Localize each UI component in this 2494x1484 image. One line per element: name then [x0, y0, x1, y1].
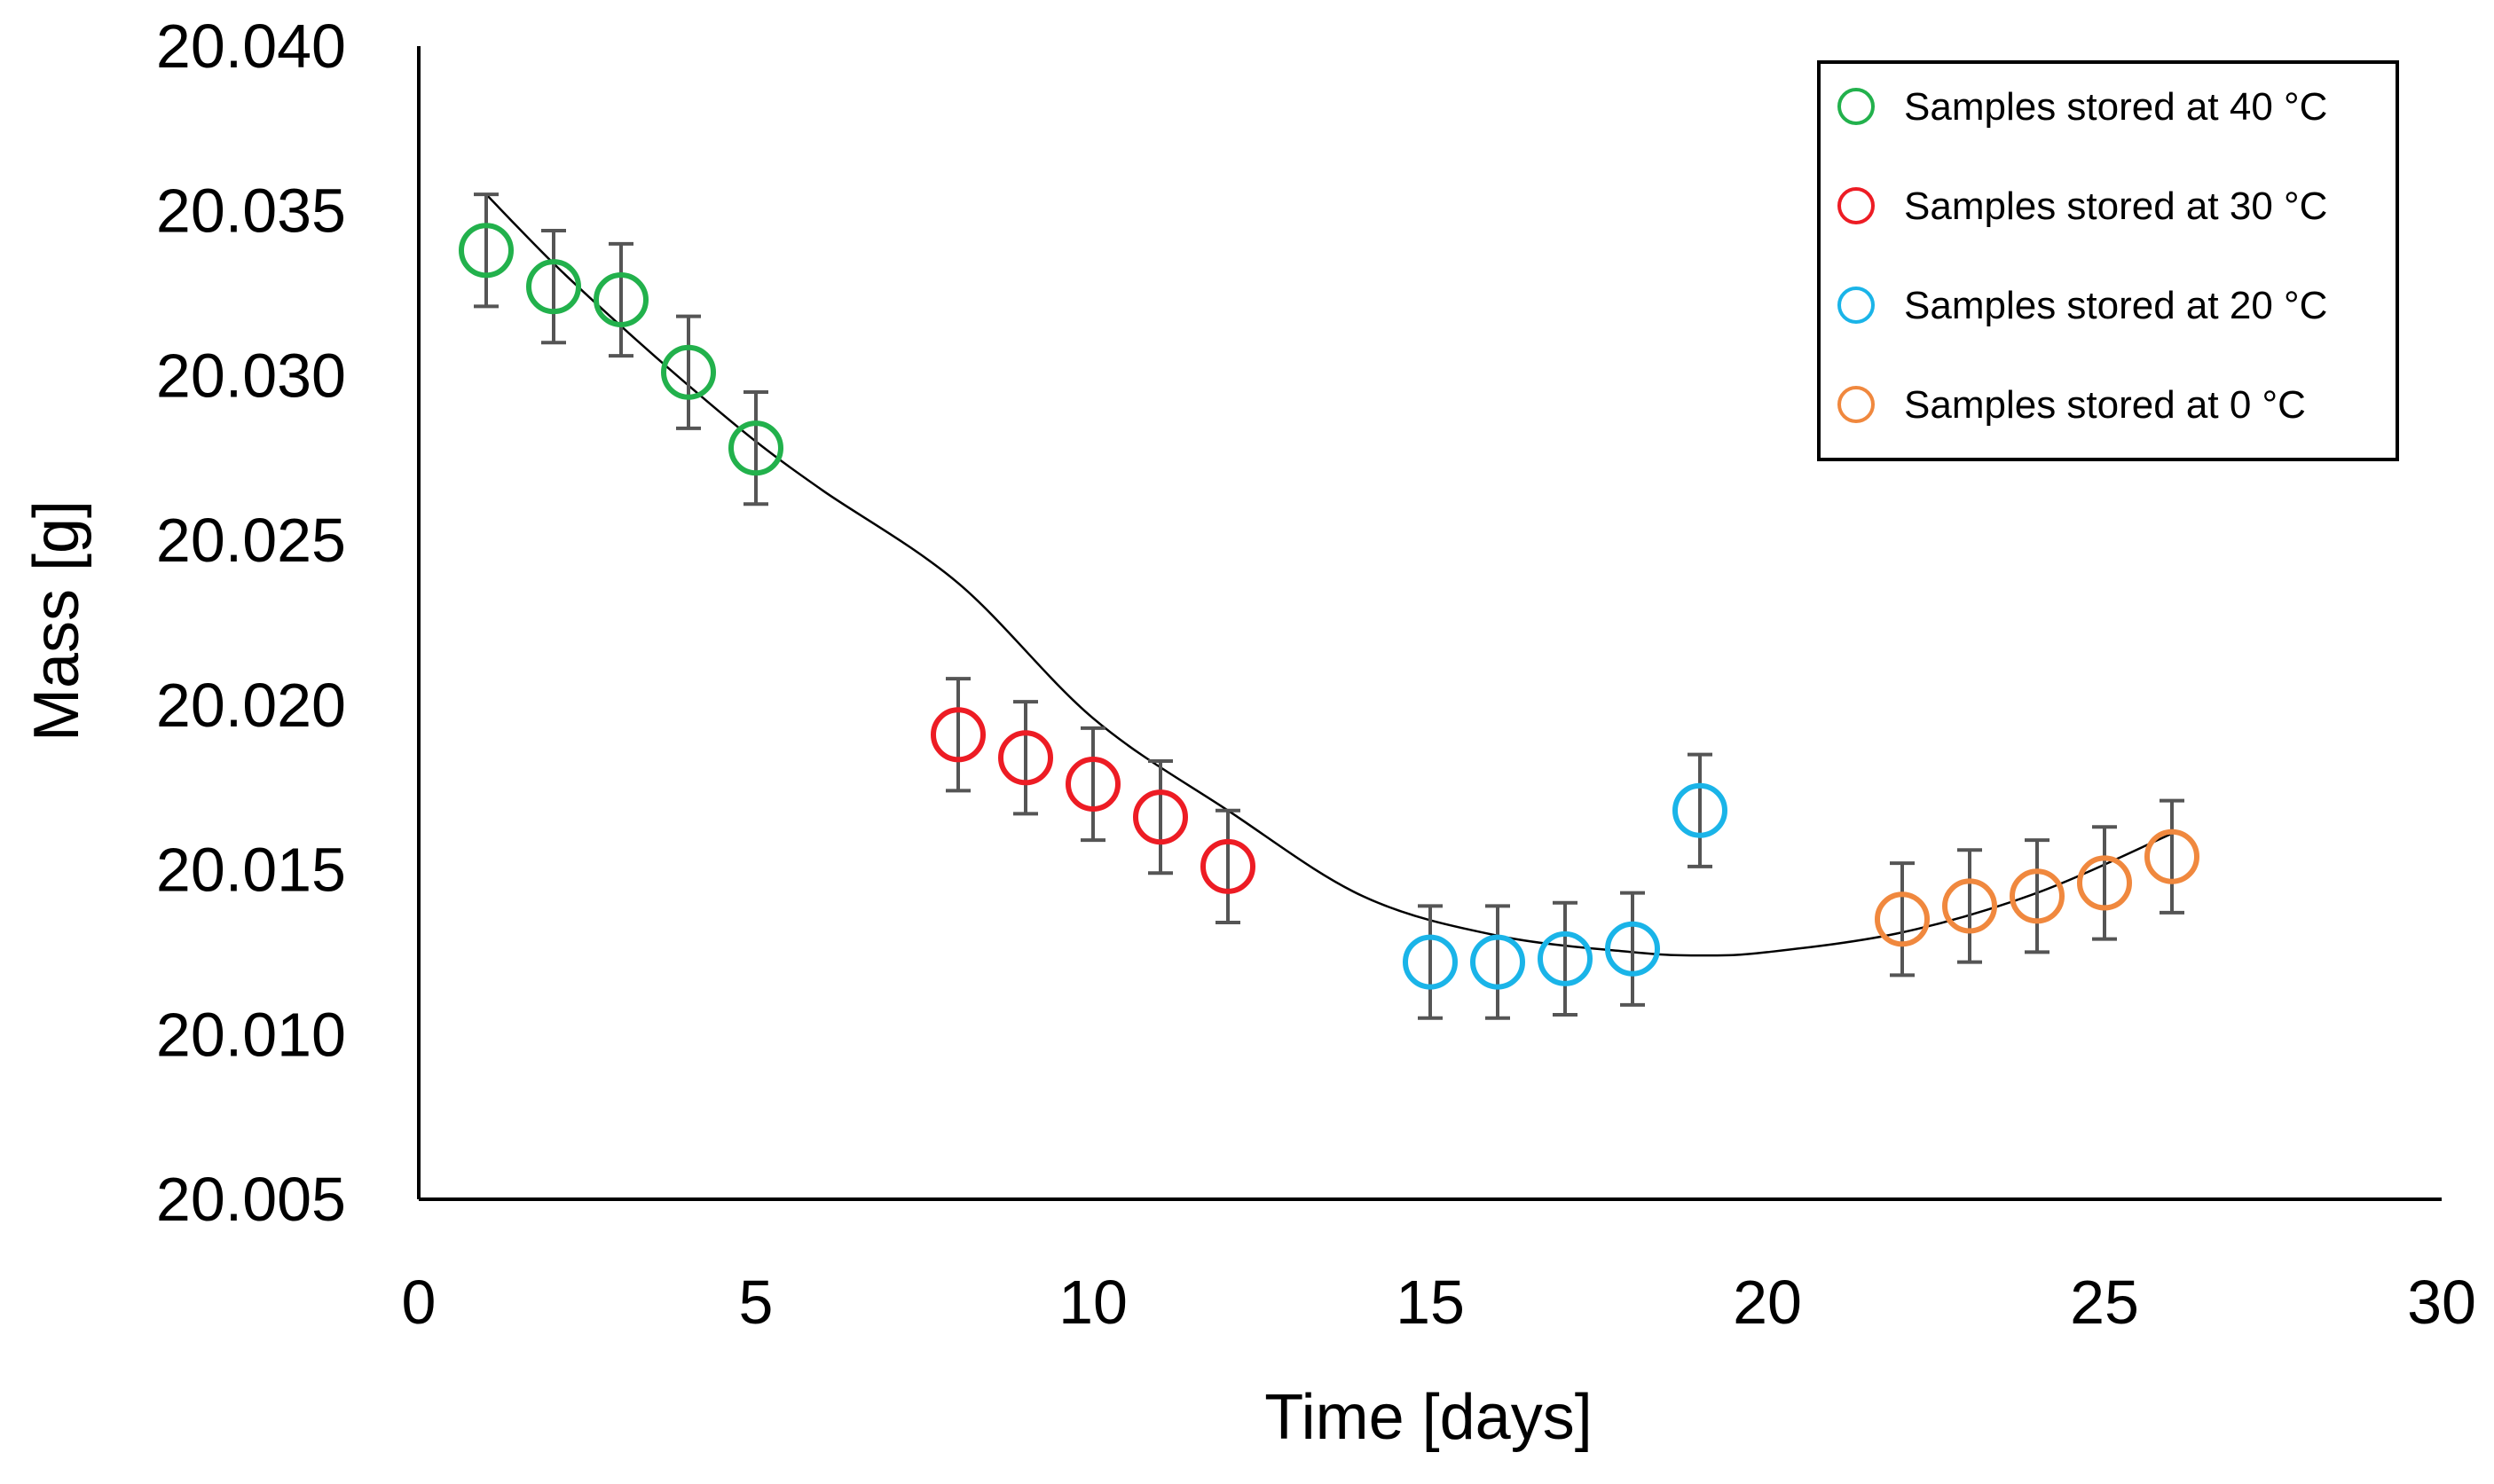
error-bar	[1216, 808, 1240, 924]
error-bar	[743, 390, 768, 506]
data-point	[1875, 891, 1930, 947]
data-point	[1200, 838, 1255, 894]
legend-marker	[1837, 287, 1875, 324]
error-bar	[1485, 904, 1510, 1020]
y-tick-label: 20.015	[156, 836, 346, 905]
data-point	[2077, 855, 2132, 911]
legend: Samples stored at 40 °C Samples stored at…	[1817, 60, 2399, 461]
y-tick-label: 20.035	[156, 177, 346, 246]
data-point	[1403, 934, 1458, 990]
data-point	[1538, 930, 1593, 986]
error-bar	[2025, 838, 2049, 954]
data-point	[1672, 782, 1727, 838]
error-bar	[2160, 798, 2184, 915]
y-tick-label: 20.040	[156, 12, 346, 81]
legend-entry: Samples stored at 20 °C	[1837, 284, 2327, 327]
data-point	[2144, 828, 2199, 884]
error-bar	[676, 314, 701, 430]
error-bar	[2092, 825, 2117, 941]
error-bar	[1148, 759, 1173, 875]
data-point	[1942, 878, 1997, 934]
legend-label: Samples stored at 20 °C	[1904, 284, 2327, 327]
legend-entry: Samples stored at 40 °C	[1837, 85, 2327, 129]
data-point	[728, 420, 783, 476]
x-axis-title: Time [days]	[1264, 1382, 1592, 1453]
y-tick-label: 20.030	[156, 341, 346, 410]
data-point	[1470, 934, 1525, 990]
error-bar	[609, 241, 633, 358]
legend-marker	[1837, 386, 1875, 423]
error-bar	[541, 229, 566, 345]
data-point	[998, 730, 1053, 786]
error-bar	[1890, 861, 1915, 978]
error-bar	[1013, 700, 1038, 816]
legend-marker	[1837, 88, 1875, 125]
data-point	[2010, 868, 2065, 924]
data-point	[1133, 789, 1188, 845]
x-tick-label: 20	[1733, 1268, 1802, 1337]
data-point	[1066, 757, 1121, 812]
x-tick-label: 25	[2070, 1268, 2139, 1337]
legend-label: Samples stored at 30 °C	[1904, 185, 2327, 228]
error-bar	[946, 677, 971, 793]
y-axis-title: Mass [g]	[21, 500, 92, 742]
data-point	[526, 259, 581, 315]
y-tick-label: 20.020	[156, 671, 346, 740]
error-bar	[1688, 752, 1712, 868]
legend-entry: Samples stored at 30 °C	[1837, 185, 2327, 228]
data-point	[661, 344, 716, 400]
error-bar	[1553, 900, 1577, 1017]
x-tick-label: 15	[1396, 1268, 1465, 1337]
error-bar	[1957, 848, 1982, 964]
legend-marker	[1837, 187, 1875, 224]
error-bar	[1620, 891, 1645, 1007]
x-tick-label: 5	[739, 1268, 774, 1337]
data-point	[931, 707, 986, 763]
legend-label: Samples stored at 40 °C	[1904, 85, 2327, 129]
error-bar	[474, 192, 499, 309]
data-point	[594, 272, 649, 327]
y-tick-label: 20.005	[156, 1165, 346, 1234]
x-tick-label: 0	[402, 1268, 437, 1337]
x-tick-label: 30	[2407, 1268, 2476, 1337]
y-tick-label: 20.010	[156, 1000, 346, 1069]
legend-label: Samples stored at 0 °C	[1904, 383, 2306, 427]
y-tick-label: 20.025	[156, 506, 346, 575]
legend-box	[1817, 60, 2399, 461]
x-tick-label: 10	[1058, 1268, 1128, 1337]
error-bar	[1081, 726, 1105, 843]
data-point	[459, 223, 514, 279]
legend-entry: Samples stored at 0 °C	[1837, 383, 2306, 427]
error-bar	[1418, 904, 1443, 1020]
data-point	[1605, 921, 1660, 977]
